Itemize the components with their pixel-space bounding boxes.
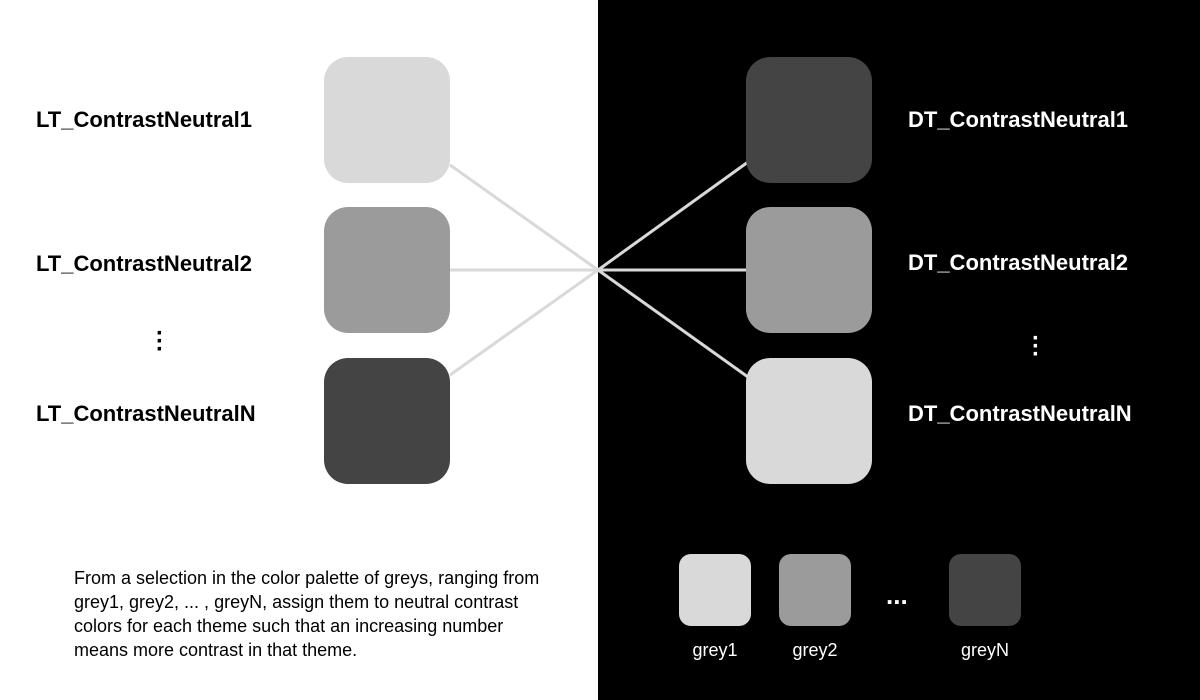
palette-label-grey1: grey1 <box>692 640 738 660</box>
palette-swatch-greyN <box>949 554 1021 626</box>
lt-swatch-n <box>324 358 450 484</box>
dt-label-n: DT_ContrastNeutralN <box>908 401 1132 426</box>
dt-label-1: DT_ContrastNeutral1 <box>908 107 1129 132</box>
palette-swatch-grey1 <box>679 554 751 626</box>
lt-label-n: LT_ContrastNeutralN <box>36 401 256 426</box>
dt-label-2: DT_ContrastNeutral2 <box>908 250 1129 275</box>
lt-label-2: LT_ContrastNeutral2 <box>36 251 252 276</box>
palette-swatch-grey2 <box>779 554 851 626</box>
palette-label-greyN: greyN <box>960 640 1009 660</box>
dt-swatch-2 <box>746 207 872 333</box>
lt-label-1: LT_ContrastNeutral1 <box>36 107 252 132</box>
lt-ellipsis: · · · <box>156 320 164 363</box>
caption-text: From a selection in the color palette of… <box>74 568 540 660</box>
dt-swatch-n <box>746 358 872 484</box>
palette-ellipsis: ... <box>886 580 908 610</box>
dt-ellipsis: · · · <box>1032 325 1040 368</box>
dt-swatch-1 <box>746 57 872 183</box>
lt-swatch-1 <box>324 57 450 183</box>
palette-label-grey2: grey2 <box>792 640 838 660</box>
lt-swatch-2 <box>324 207 450 333</box>
